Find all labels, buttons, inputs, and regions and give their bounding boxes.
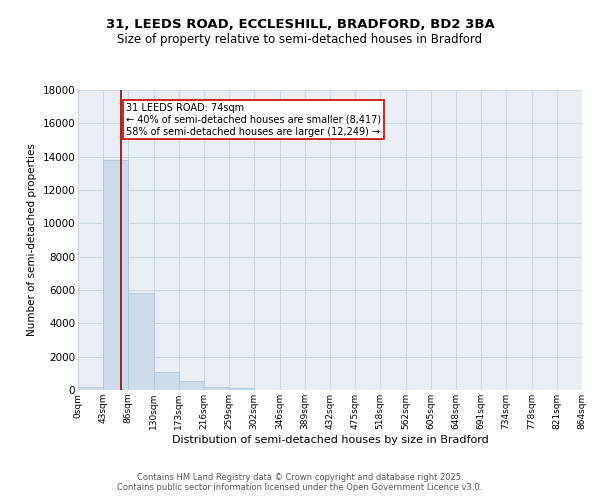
Text: Size of property relative to semi-detached houses in Bradford: Size of property relative to semi-detach… [118, 32, 482, 46]
Text: Contains HM Land Registry data © Crown copyright and database right 2025.
Contai: Contains HM Land Registry data © Crown c… [118, 473, 482, 492]
X-axis label: Distribution of semi-detached houses by size in Bradford: Distribution of semi-detached houses by … [172, 434, 488, 444]
Bar [179, 381, 204, 390]
Text: 31, LEEDS ROAD, ECCLESHILL, BRADFORD, BD2 3BA: 31, LEEDS ROAD, ECCLESHILL, BRADFORD, BD… [106, 18, 494, 30]
Bar [204, 386, 229, 390]
Bar [154, 372, 179, 390]
Text: 31 LEEDS ROAD: 74sqm
← 40% of semi-detached houses are smaller (8,417)
58% of se: 31 LEEDS ROAD: 74sqm ← 40% of semi-detac… [126, 104, 381, 136]
Bar [128, 294, 154, 390]
Bar [78, 386, 103, 390]
Y-axis label: Number of semi-detached properties: Number of semi-detached properties [27, 144, 37, 336]
Bar [229, 388, 254, 390]
Bar [103, 160, 128, 390]
